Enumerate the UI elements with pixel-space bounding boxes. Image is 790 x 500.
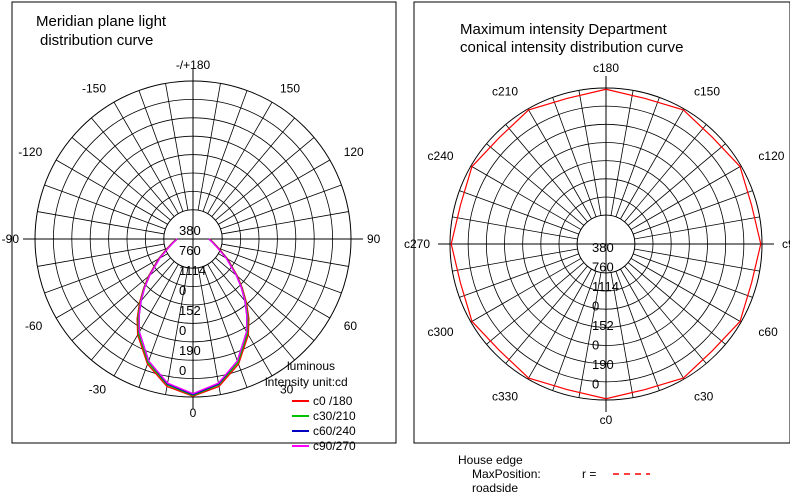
angle-label: -60 xyxy=(25,319,43,333)
legend-label: c60/240 xyxy=(313,424,356,438)
radial-tick-label: 380 xyxy=(179,223,201,238)
angle-label: 60 xyxy=(344,319,358,333)
radial-tick-label: 0 xyxy=(179,323,186,338)
radial-tick-label: 0 xyxy=(179,283,186,298)
panel-1-title-line-2: distribution curve xyxy=(40,32,153,49)
radial-tick-label: 152 xyxy=(179,303,201,318)
angle-label: -/+180 xyxy=(176,58,211,72)
radial-tick-label: 380 xyxy=(592,240,614,255)
angle-label: c180 xyxy=(593,61,619,75)
angle-label: 120 xyxy=(344,145,364,159)
meridian-panel: Meridian plane light distribution curve … xyxy=(2,2,396,453)
angle-label: c30 xyxy=(694,389,714,403)
legend-roadside: roadside xyxy=(472,481,518,495)
angle-label: -120 xyxy=(18,145,42,159)
radial-tick-label: 152 xyxy=(592,318,614,333)
panel-2-legend: House edge MaxPosition: r = roadside xyxy=(458,453,650,495)
legend-house-edge: House edge xyxy=(458,453,523,467)
legend-maxposition-label: MaxPosition: xyxy=(472,467,541,481)
angle-label: c120 xyxy=(758,149,784,163)
angle-label: -30 xyxy=(89,383,107,397)
panel-2-title-line-2: conical intensity distribution curve xyxy=(460,39,683,56)
angle-label: c60 xyxy=(758,325,778,339)
panel-2-title-line-1: Maximum intensity Department xyxy=(460,21,668,38)
angle-label: c0 xyxy=(600,413,613,427)
angle-label: c330 xyxy=(492,389,518,403)
panel-1-title-line-1: Meridian plane light xyxy=(36,13,167,30)
angle-label: c210 xyxy=(492,85,518,99)
radial-tick-label: 760 xyxy=(592,260,614,275)
radial-tick-label: 0 xyxy=(592,338,599,353)
radial-tick-label: 0 xyxy=(179,363,186,378)
legend-r-label: r = xyxy=(582,467,596,481)
angle-label: c240 xyxy=(428,149,454,163)
radial-tick-label: 0 xyxy=(592,299,599,314)
angle-label: c300 xyxy=(428,325,454,339)
angle-label: 150 xyxy=(280,81,300,95)
radial-tick-label: 190 xyxy=(592,357,614,372)
angle-label: -150 xyxy=(82,81,106,95)
angle-label: c90 xyxy=(782,237,790,251)
radial-tick-label: 1114 xyxy=(592,279,619,294)
unit-label-line-1: luminous xyxy=(287,359,335,373)
angle-label: -90 xyxy=(2,232,20,246)
radial-tick-label: 1114 xyxy=(179,263,206,278)
radial-tick-label: 190 xyxy=(179,343,201,358)
angle-label: c150 xyxy=(694,85,720,99)
radial-tick-label: 760 xyxy=(179,243,201,258)
angle-label: 0 xyxy=(190,406,197,420)
angle-label: 90 xyxy=(367,232,381,246)
legend-label: c0 /180 xyxy=(313,394,353,408)
radial-tick-label: 0 xyxy=(592,377,599,392)
angle-label: c270 xyxy=(404,237,430,251)
legend-label: c30/210 xyxy=(313,409,356,423)
unit-label-line-2: intensity unit:cd xyxy=(265,375,348,389)
conical-panel: Maximum intensity Department conical int… xyxy=(404,2,790,443)
legend-label: c90/270 xyxy=(313,439,356,453)
